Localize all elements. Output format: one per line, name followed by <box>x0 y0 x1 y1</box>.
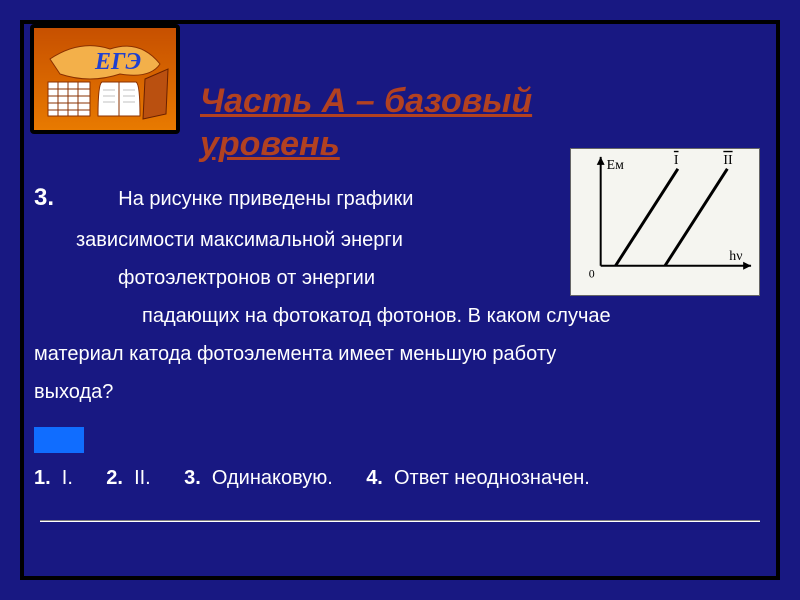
question-line: выхода? <box>34 381 113 403</box>
answer-highlight <box>34 427 84 453</box>
answer-number: 4. <box>366 467 383 489</box>
question-line: зависимости максимальной энерги <box>34 229 403 251</box>
svg-text:Eм: Eм <box>607 157 624 172</box>
svg-text:II: II <box>723 152 733 167</box>
ege-logo: ЕГЭ <box>30 24 180 134</box>
slide-title: Часть А – базовый уровень <box>200 80 570 165</box>
question-line: материал катода фотоэлемента имеет меньш… <box>34 343 556 365</box>
question-number: 3. <box>34 184 54 211</box>
question-block: 3. На рисунке приведены графики зависимос… <box>34 175 766 497</box>
answer-number: 3. <box>184 467 201 489</box>
answer-number: 2. <box>106 467 123 489</box>
ege-logo-svg: ЕГЭ <box>40 34 170 124</box>
svg-text:I: I <box>674 152 679 167</box>
bottom-separator <box>40 520 760 522</box>
answers-row: 1. I. 2. II. 3. Одинаковую. 4. Ответ нео… <box>34 421 766 497</box>
question-text: На рисунке приведены графики зависимости … <box>34 188 611 403</box>
question-line: фотоэлектронов от энергии <box>34 267 375 289</box>
answer-text: I. <box>51 467 107 489</box>
answer-text: II. <box>123 467 184 489</box>
answer-number: 1. <box>34 467 51 489</box>
question-line: падающих на фотокатод фотонов. В каком с… <box>34 305 611 327</box>
svg-text:ЕГЭ: ЕГЭ <box>94 49 141 75</box>
answer-text: Ответ неоднозначен. <box>383 467 590 489</box>
answer-text: Одинаковую. <box>201 467 366 489</box>
question-line: На рисунке приведены графики <box>60 188 414 210</box>
